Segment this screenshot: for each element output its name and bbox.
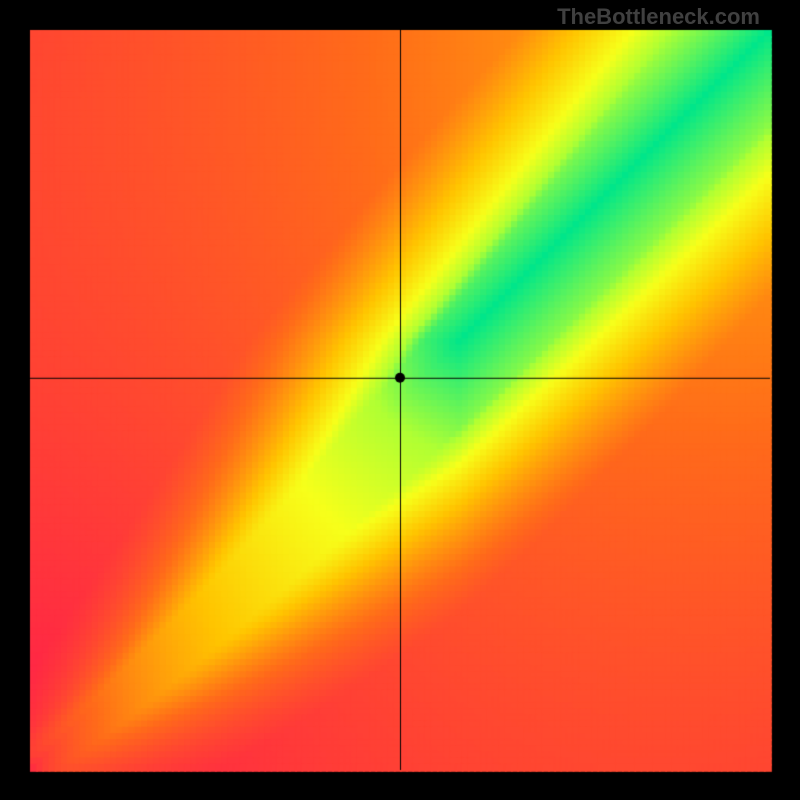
bottleneck-heatmap xyxy=(0,0,800,800)
chart-container: TheBottleneck.com xyxy=(0,0,800,800)
watermark-text: TheBottleneck.com xyxy=(557,4,760,30)
